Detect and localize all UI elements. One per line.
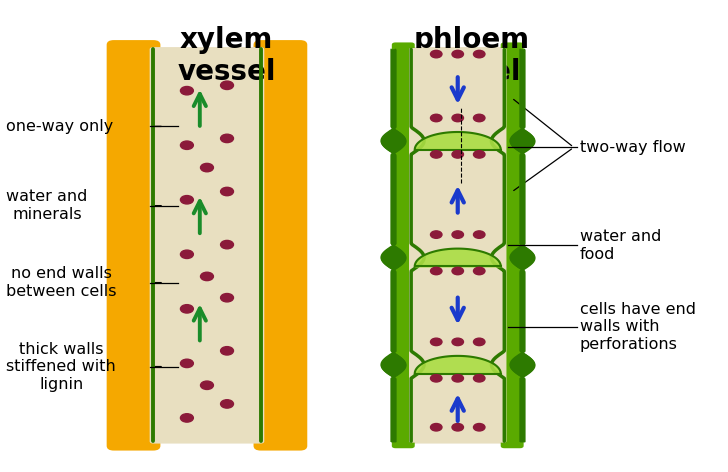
Circle shape	[452, 51, 464, 58]
Circle shape	[430, 338, 442, 346]
Circle shape	[430, 151, 442, 158]
Circle shape	[473, 338, 485, 346]
Circle shape	[473, 51, 485, 58]
Text: cells have end
walls with
perforations: cells have end walls with perforations	[579, 302, 695, 352]
Text: thick walls
stiffened with
lignin: thick walls stiffened with lignin	[7, 342, 116, 391]
Circle shape	[200, 163, 213, 172]
Circle shape	[430, 231, 442, 238]
FancyBboxPatch shape	[253, 40, 307, 451]
Circle shape	[452, 338, 464, 346]
FancyBboxPatch shape	[150, 47, 264, 444]
Circle shape	[181, 141, 194, 150]
Circle shape	[221, 134, 234, 143]
Circle shape	[221, 400, 234, 408]
Circle shape	[181, 359, 194, 368]
Circle shape	[181, 195, 194, 204]
Circle shape	[452, 231, 464, 238]
Circle shape	[473, 267, 485, 275]
Text: water and
minerals: water and minerals	[7, 189, 88, 222]
Text: one-way only: one-way only	[7, 119, 114, 134]
FancyBboxPatch shape	[392, 42, 415, 448]
Circle shape	[181, 414, 194, 422]
Circle shape	[200, 272, 213, 281]
Circle shape	[221, 294, 234, 302]
Circle shape	[430, 375, 442, 382]
Circle shape	[452, 423, 464, 431]
Circle shape	[430, 423, 442, 431]
Circle shape	[473, 423, 485, 431]
Circle shape	[452, 114, 464, 122]
Circle shape	[473, 375, 485, 382]
Circle shape	[473, 151, 485, 158]
Circle shape	[181, 304, 194, 313]
Circle shape	[473, 114, 485, 122]
Text: water and
food: water and food	[579, 229, 661, 261]
Circle shape	[452, 151, 464, 158]
Text: no end walls
between cells: no end walls between cells	[7, 267, 117, 299]
FancyBboxPatch shape	[409, 48, 507, 443]
Circle shape	[430, 267, 442, 275]
Circle shape	[430, 114, 442, 122]
Text: two-way flow: two-way flow	[579, 140, 685, 155]
Text: xylem
vessel: xylem vessel	[178, 26, 276, 86]
Circle shape	[200, 381, 213, 389]
FancyBboxPatch shape	[408, 47, 508, 444]
Circle shape	[221, 81, 234, 90]
Circle shape	[452, 375, 464, 382]
FancyBboxPatch shape	[107, 40, 160, 451]
Circle shape	[181, 250, 194, 259]
Circle shape	[473, 231, 485, 238]
FancyBboxPatch shape	[501, 42, 523, 448]
Circle shape	[221, 187, 234, 196]
Text: phloem
vessel: phloem vessel	[414, 26, 530, 86]
Circle shape	[181, 86, 194, 95]
Circle shape	[452, 267, 464, 275]
Circle shape	[430, 51, 442, 58]
Circle shape	[221, 346, 234, 355]
Circle shape	[221, 240, 234, 249]
